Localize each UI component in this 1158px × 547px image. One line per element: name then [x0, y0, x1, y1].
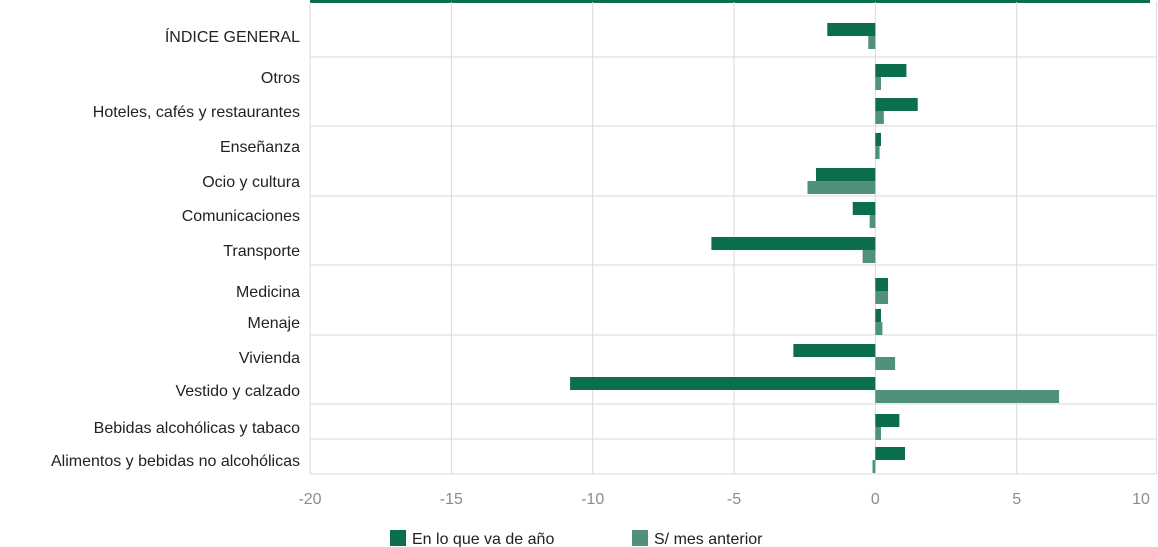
category-label: Comunicaciones [182, 208, 300, 225]
category-label: Medicina [236, 284, 300, 301]
x-tick-label: -5 [727, 491, 741, 508]
category-label: ÍNDICE GENERAL [165, 27, 300, 46]
x-tick-label: 0 [871, 491, 880, 508]
bar-month-over-month [869, 215, 876, 228]
x-tick-label: -15 [440, 491, 463, 508]
bar-year-to-date [875, 447, 906, 460]
bar-year-to-date [875, 133, 881, 146]
bar-month-over-month [875, 357, 896, 370]
bar-year-to-date [711, 237, 876, 250]
category-label: Otros [261, 70, 300, 87]
bar-month-over-month [875, 77, 881, 90]
bars [570, 23, 1060, 473]
bar-year-to-date [793, 344, 876, 357]
category-labels: ÍNDICE GENERAL Otros Hoteles, cafés y rest… [51, 27, 300, 470]
x-tick-label: 10 [1132, 491, 1150, 508]
bar-year-to-date [875, 98, 918, 111]
bar-month-over-month [807, 181, 876, 194]
legend-swatch-month-over-month [632, 530, 648, 546]
bar-year-to-date [875, 64, 907, 77]
category-label: Ocio y cultura [202, 174, 300, 191]
category-label: Enseñanza [220, 139, 300, 156]
bar-year-to-date [827, 23, 876, 36]
bar-month-over-month [862, 250, 876, 263]
bar-year-to-date [875, 414, 900, 427]
x-axis-ticks: -20 -15 -10 -5 0 5 10 [298, 491, 1150, 508]
bar-year-to-date [875, 309, 881, 322]
bar-month-over-month [875, 390, 1060, 403]
bar-month-over-month [872, 460, 876, 473]
legend: En lo que va de año S/ mes anterior [390, 530, 763, 547]
bar-month-over-month [875, 427, 881, 440]
bar-month-over-month [875, 111, 884, 124]
bar-year-to-date [852, 202, 876, 215]
bar-month-over-month [868, 36, 876, 49]
category-label: Hoteles, cafés y restaurantes [93, 104, 300, 121]
legend-label-month-over-month: S/ mes anterior [654, 531, 763, 547]
legend-label-year-to-date: En lo que va de año [412, 531, 554, 547]
x-tick-label: -20 [298, 491, 321, 508]
category-label: Vestido y calzado [175, 383, 300, 400]
bar-month-over-month [875, 291, 889, 304]
category-label: Transporte [223, 243, 300, 260]
category-label: Vivienda [239, 350, 300, 367]
bar-month-over-month [875, 322, 883, 335]
category-label: Alimentos y bebidas no alcohólicas [51, 453, 300, 470]
category-label: Bebidas alcohólicas y tabaco [94, 420, 300, 437]
bar-year-to-date [570, 377, 876, 390]
bar-year-to-date [815, 168, 876, 181]
bar-year-to-date [875, 278, 889, 291]
bar-month-over-month [875, 146, 880, 159]
x-tick-label: -10 [581, 491, 604, 508]
legend-swatch-year-to-date [390, 530, 406, 546]
x-tick-label: 5 [1012, 491, 1021, 508]
category-label: Menaje [248, 315, 301, 332]
